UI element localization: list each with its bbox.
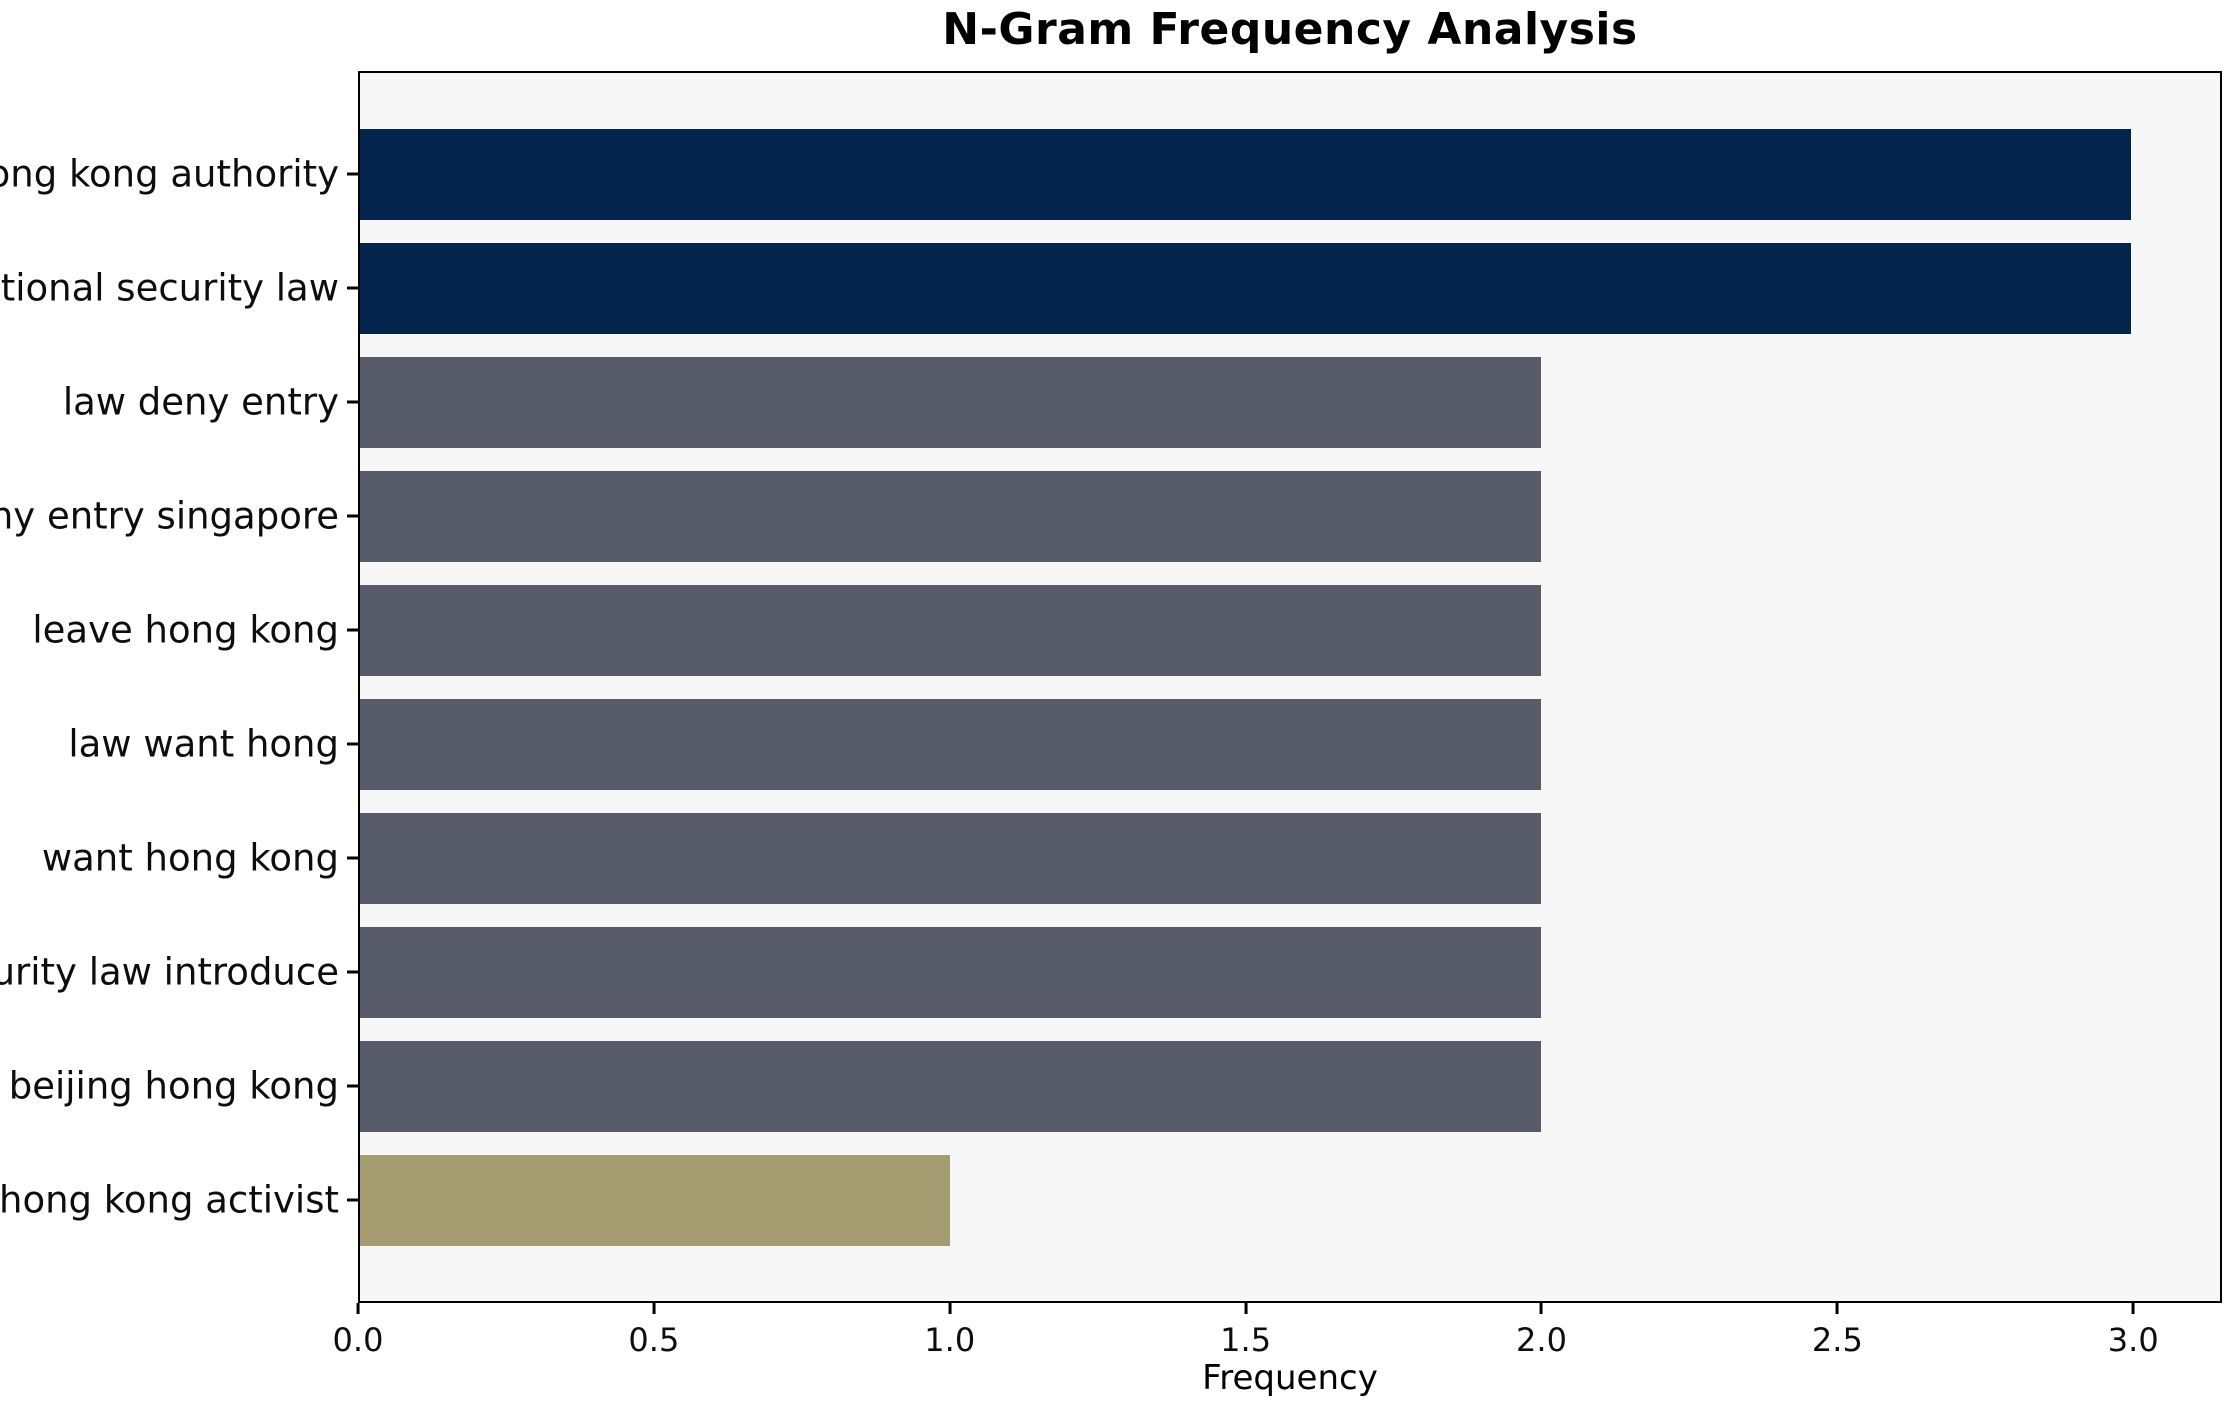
y-tick-label: deny entry singapore bbox=[0, 494, 339, 538]
x-tick-label: 1.5 bbox=[1220, 1321, 1272, 1359]
bar bbox=[360, 1154, 951, 1246]
bar bbox=[360, 356, 1541, 448]
x-axis-label: Frequency bbox=[1202, 1358, 1378, 1398]
bar-row: national security law bbox=[0, 242, 2220, 334]
y-tick-label: hong kong authority bbox=[0, 152, 339, 196]
bar-row: security law introduce bbox=[0, 926, 2220, 1018]
y-tick-mark bbox=[346, 856, 358, 860]
y-tick-label: national security law bbox=[0, 266, 339, 310]
bar-row: hong kong activist bbox=[0, 1154, 2220, 1246]
bar-row: law want hong bbox=[68, 698, 2220, 790]
bar bbox=[360, 584, 1541, 676]
x-tick-mark bbox=[652, 1303, 656, 1314]
chart-title: N-Gram Frequency Analysis bbox=[942, 4, 1638, 55]
bar-row: hong kong authority bbox=[0, 128, 2220, 220]
x-tick-label: 2.0 bbox=[1516, 1321, 1567, 1359]
bar-row: deny entry singapore bbox=[0, 470, 2220, 562]
y-tick-label: want hong kong bbox=[41, 836, 339, 880]
x-tick-mark bbox=[948, 1303, 952, 1314]
bar bbox=[360, 1040, 1541, 1132]
bar-row: want hong kong bbox=[42, 812, 2220, 904]
y-tick-label: security law introduce bbox=[0, 950, 339, 994]
y-tick-mark bbox=[346, 742, 358, 746]
bar bbox=[360, 470, 1541, 562]
y-tick-mark bbox=[346, 286, 358, 290]
y-tick-label: law deny entry bbox=[62, 380, 339, 424]
bar-row: beijing hong kong bbox=[9, 1040, 2220, 1132]
y-tick-mark bbox=[346, 514, 358, 518]
bar bbox=[360, 926, 1541, 1018]
x-tick-label: 0.0 bbox=[332, 1321, 384, 1359]
x-tick-mark bbox=[2131, 1303, 2135, 1314]
bar-row: leave hong kong bbox=[32, 584, 2220, 676]
x-tick-label: 2.5 bbox=[1811, 1321, 1863, 1359]
x-tick-mark bbox=[1244, 1303, 1248, 1314]
y-tick-mark bbox=[346, 1084, 358, 1088]
y-tick-mark bbox=[346, 1198, 358, 1202]
bar bbox=[360, 128, 2132, 220]
y-tick-label: beijing hong kong bbox=[8, 1064, 339, 1108]
y-tick-mark bbox=[346, 628, 358, 632]
x-tick-label: 3.0 bbox=[2107, 1321, 2159, 1359]
y-tick-mark bbox=[346, 172, 358, 176]
y-tick-label: hong kong activist bbox=[0, 1178, 339, 1222]
x-tick-mark bbox=[356, 1303, 360, 1314]
x-tick-label: 1.0 bbox=[924, 1321, 976, 1359]
bars: hong kong authority national security law… bbox=[0, 73, 2220, 1301]
y-tick-label: leave hong kong bbox=[32, 608, 339, 652]
plot-area: hong kong authority national security law… bbox=[0, 71, 2222, 1303]
x-tick: 0.0 bbox=[332, 1303, 384, 1359]
x-tick-mark bbox=[1835, 1303, 1839, 1314]
y-tick-label: law want hong bbox=[68, 722, 339, 766]
x-tick: 1.0 bbox=[924, 1303, 975, 1359]
x-tick: 0.5 bbox=[628, 1303, 679, 1359]
x-tick: 1.5 bbox=[1220, 1303, 1271, 1359]
bar bbox=[360, 698, 1541, 790]
x-tick-label: 0.5 bbox=[628, 1321, 680, 1359]
y-tick-mark bbox=[346, 400, 358, 404]
x-tick-mark bbox=[1539, 1303, 1543, 1314]
x-tick: 2.0 bbox=[1516, 1303, 1567, 1359]
x-tick: 3.0 bbox=[2108, 1303, 2159, 1359]
bar bbox=[360, 242, 2132, 334]
bar bbox=[360, 812, 1541, 904]
y-tick-mark bbox=[346, 970, 358, 974]
bar-row: law deny entry bbox=[63, 356, 2220, 448]
x-tick: 2.5 bbox=[1812, 1303, 1863, 1359]
